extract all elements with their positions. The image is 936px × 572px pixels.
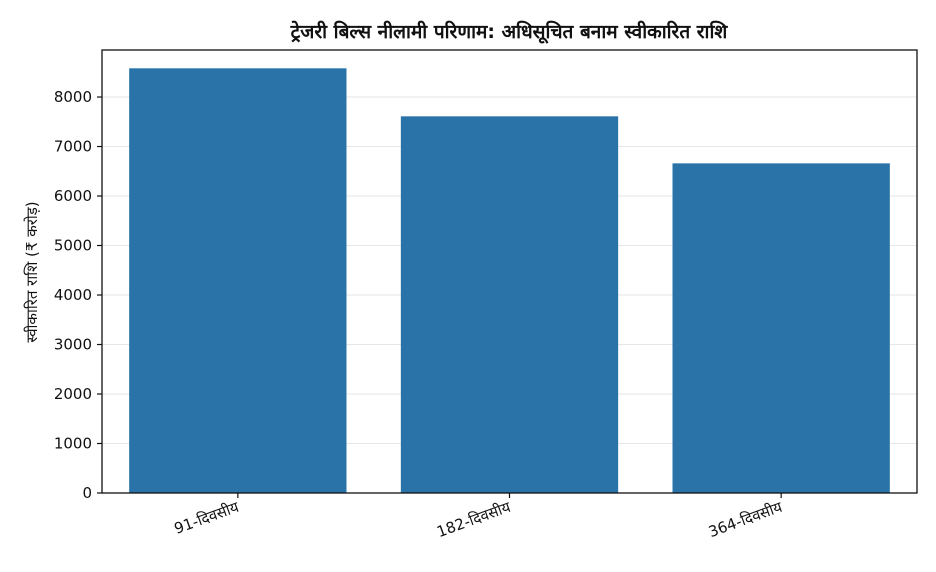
bars <box>129 68 890 493</box>
y-tick-label: 2000 <box>54 385 92 403</box>
y-tick-label: 5000 <box>54 237 92 255</box>
y-tick-label: 6000 <box>54 187 92 205</box>
y-tick-label: 8000 <box>54 88 92 106</box>
y-axis-label: स्वीकारित राशि (₹ करोड़) <box>23 201 41 342</box>
y-tick-label: 3000 <box>54 336 92 354</box>
x-tick-label: 182-दिवसीय <box>434 498 513 541</box>
x-tick-label: 91-दिवसीय <box>172 498 242 538</box>
y-tick-label: 1000 <box>54 435 92 453</box>
y-axis: 0 1000 2000 3000 4000 5000 6000 7000 8000 <box>54 88 102 502</box>
bar <box>400 116 619 493</box>
bar <box>672 163 890 493</box>
y-tick-label: 4000 <box>54 286 92 304</box>
x-tick-label: 364-दिवसीय <box>706 498 785 541</box>
y-tick-label: 7000 <box>54 138 92 156</box>
x-axis: 91-दिवसीय 182-दिवसीय 364-दिवसीय <box>172 493 785 541</box>
chart-title: ट्रेजरी बिल्स नीलामी परिणाम: अधिसूचित बन… <box>290 20 729 44</box>
y-tick-label: 0 <box>82 484 92 502</box>
bar <box>129 68 347 493</box>
